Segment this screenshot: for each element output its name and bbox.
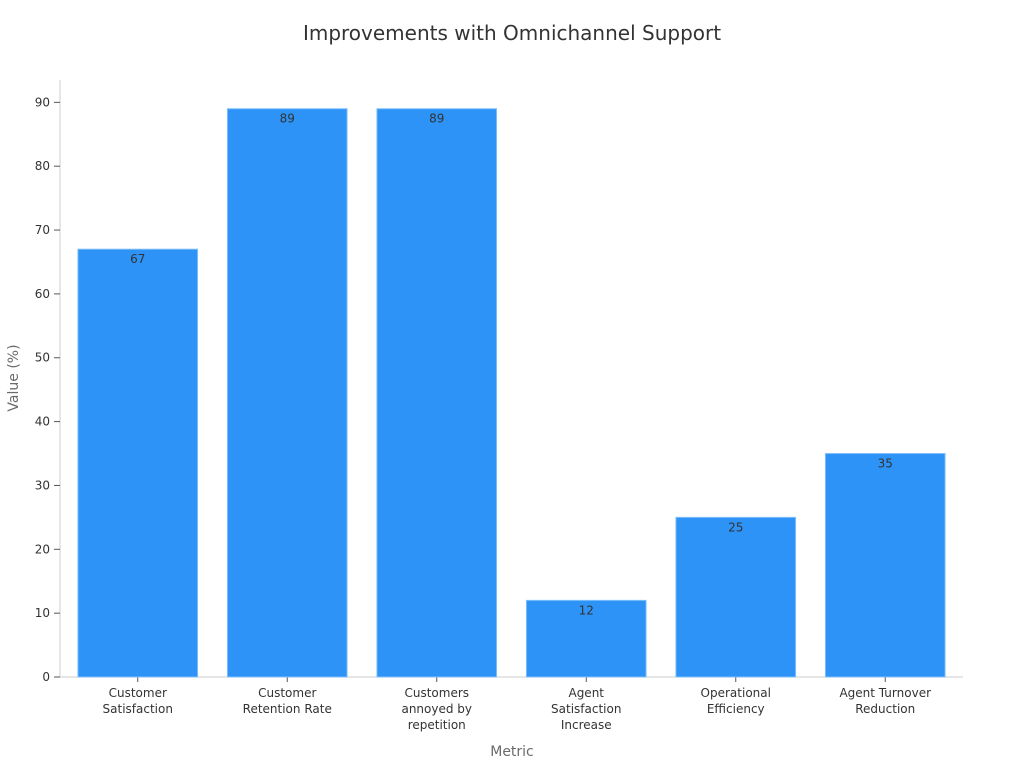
y-tick-label: 20 <box>35 542 50 556</box>
y-axis: 0 10 20 30 40 50 60 70 80 90 <box>35 80 61 684</box>
bar-value-label: 25 <box>728 520 743 534</box>
x-axis <box>60 676 963 682</box>
data-labels-group: 67 89 89 12 25 35 <box>130 112 893 618</box>
y-tick-label: 90 <box>35 95 50 109</box>
x-tick-label: Agent Turnover Reduction <box>839 686 931 716</box>
bar <box>675 516 797 678</box>
y-tick-label: 50 <box>35 351 50 365</box>
bar-value-label: 89 <box>280 112 295 126</box>
chart-title: Improvements with Omnichannel Support <box>303 21 721 45</box>
bar-value-label: 12 <box>579 603 594 617</box>
bar <box>376 108 498 678</box>
y-tick-label: 30 <box>35 478 50 492</box>
category-labels-group: Customer Satisfaction Customer Retention Ra… <box>103 686 932 732</box>
x-tick-label: Operational Efficiency <box>701 686 771 716</box>
x-tick-label: Customers annoyed by repetition <box>401 686 472 732</box>
bar <box>525 599 647 678</box>
y-tick-label: 80 <box>35 159 50 173</box>
bar-value-label: 89 <box>429 112 444 126</box>
y-tick-label: 0 <box>42 670 50 684</box>
x-axis-label: Metric <box>490 744 534 760</box>
x-tick-label: Customer Retention Rate <box>243 686 332 716</box>
bar-value-label: 67 <box>130 252 145 266</box>
bar <box>824 453 946 678</box>
x-tick-label: Customer Satisfaction <box>103 686 173 716</box>
y-tick-label: 40 <box>35 415 50 429</box>
bar <box>77 248 199 678</box>
x-tick-label: Agent Satisfaction Increase <box>551 686 621 732</box>
bars-group <box>77 108 946 678</box>
y-tick-label: 70 <box>35 223 50 237</box>
bar <box>226 108 348 678</box>
y-tick-label: 10 <box>35 606 50 620</box>
bar-value-label: 35 <box>878 457 893 471</box>
y-axis-label: Value (%) <box>6 344 22 411</box>
y-tick-label: 60 <box>35 287 50 301</box>
